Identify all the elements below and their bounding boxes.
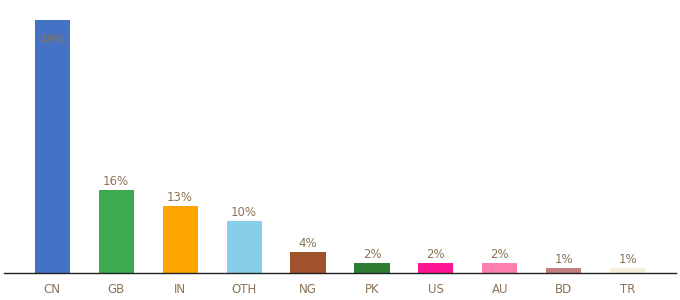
Bar: [35, 20, 70, 273]
Bar: [482, 263, 517, 273]
Bar: [99, 190, 134, 273]
Text: 10%: 10%: [231, 206, 257, 219]
Bar: [546, 268, 581, 273]
Bar: [226, 221, 262, 273]
Text: 1%: 1%: [554, 253, 573, 266]
Bar: [418, 263, 454, 273]
Text: 2%: 2%: [362, 248, 381, 261]
Text: 2%: 2%: [426, 248, 445, 261]
Bar: [163, 206, 198, 273]
Bar: [610, 268, 645, 273]
Text: 4%: 4%: [299, 237, 318, 250]
Text: 1%: 1%: [618, 253, 637, 266]
Text: 16%: 16%: [103, 175, 129, 188]
Text: 49%: 49%: [39, 33, 65, 46]
Bar: [290, 252, 326, 273]
Text: 2%: 2%: [490, 248, 509, 261]
Text: 13%: 13%: [167, 191, 193, 204]
Bar: [354, 263, 390, 273]
